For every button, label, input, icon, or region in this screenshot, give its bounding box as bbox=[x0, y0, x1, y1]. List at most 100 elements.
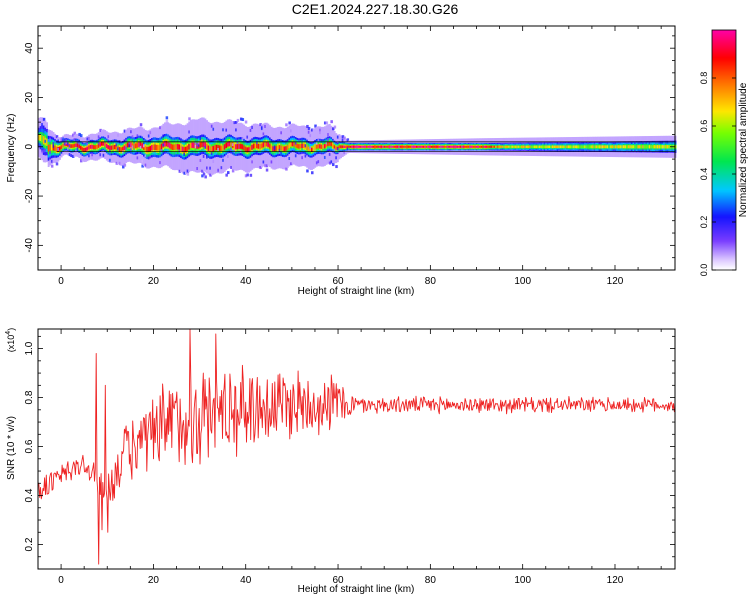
heatmap-band-cell bbox=[542, 145, 544, 149]
heatmap-speckle bbox=[41, 150, 44, 154]
heatmap-speckle bbox=[80, 134, 83, 138]
heatmap-band-cell bbox=[320, 144, 323, 149]
heatmap-speckle bbox=[141, 164, 144, 168]
heatmap-band-cell bbox=[598, 145, 601, 149]
heatmap-speckle bbox=[327, 138, 330, 142]
heatmap-band-cell bbox=[252, 143, 255, 149]
heatmap-speckle bbox=[236, 141, 240, 145]
heatmap-speckle bbox=[325, 121, 329, 125]
colorbar-step bbox=[712, 214, 736, 217]
heatmap-band-cell bbox=[370, 145, 373, 148]
heatmap-band-cell bbox=[80, 145, 82, 150]
colorbar-step bbox=[712, 30, 736, 33]
heatmap-speckle bbox=[246, 135, 249, 139]
heatmap-band-cell bbox=[524, 145, 527, 148]
heatmap-band-cell bbox=[351, 145, 354, 148]
heatmap-band-cell bbox=[391, 145, 394, 148]
heatmap-band-cell bbox=[168, 142, 171, 149]
heatmap-band-cell bbox=[361, 145, 364, 148]
heatmap-band-cell bbox=[378, 145, 381, 148]
heatmap-speckle bbox=[336, 147, 340, 151]
heatmap-band-cell bbox=[160, 143, 163, 150]
colorbar-step bbox=[712, 90, 736, 93]
snr-x-label: Height of straight line (km) bbox=[298, 584, 415, 595]
heatmap-band-cell bbox=[238, 143, 241, 149]
heatmap-band-cell bbox=[449, 145, 452, 148]
heatmap-speckle bbox=[73, 131, 77, 135]
colorbar-step bbox=[712, 248, 736, 251]
heatmap-band-cell bbox=[490, 145, 493, 148]
heatmap-speckle bbox=[197, 144, 201, 148]
heatmap-band-cell bbox=[504, 145, 507, 148]
heatmap-band-cell bbox=[159, 144, 162, 151]
heatmap-speckle bbox=[249, 173, 253, 177]
snr-y-multiplier: (x104) bbox=[5, 328, 16, 352]
heatmap-band-cell bbox=[264, 141, 267, 147]
heatmap-band-cell bbox=[401, 145, 404, 148]
heatmap-band-cell bbox=[272, 146, 275, 152]
heatmap-band-cell bbox=[288, 143, 291, 149]
colorbar-step bbox=[712, 98, 736, 101]
colorbar-step bbox=[712, 250, 736, 253]
heatmap-band-cell bbox=[167, 141, 170, 148]
heatmap-band-cell bbox=[165, 140, 168, 147]
heatmap-speckle bbox=[259, 123, 262, 127]
heatmap-speckle bbox=[201, 169, 204, 173]
heatmap-speckle bbox=[230, 165, 233, 169]
heatmap-speckle bbox=[143, 144, 146, 148]
heatmap-band-cell bbox=[71, 144, 74, 148]
heatmap-band-cell bbox=[105, 143, 108, 148]
heatmap-band-cell bbox=[193, 142, 196, 149]
heatmap-band-cell bbox=[593, 145, 596, 149]
heatmap-band-cell bbox=[477, 145, 480, 148]
heatmap-band-cell bbox=[503, 145, 506, 148]
heatmap-speckle bbox=[115, 161, 119, 165]
colorbar-step bbox=[712, 180, 736, 183]
colorbar-step bbox=[712, 72, 736, 75]
heatmap-band-cell bbox=[564, 145, 567, 149]
heatmap-speckle bbox=[343, 136, 346, 140]
heatmap-band-cell bbox=[647, 145, 649, 149]
colorbar-step bbox=[712, 264, 736, 267]
colorbar-step bbox=[712, 142, 736, 145]
heatmap-band-cell bbox=[592, 145, 595, 149]
heatmap-speckle bbox=[196, 142, 199, 146]
heatmap-band-cell bbox=[314, 145, 317, 150]
colorbar-step bbox=[712, 102, 736, 105]
colorbar-step bbox=[712, 212, 736, 215]
colorbar-step bbox=[712, 82, 736, 85]
heatmap-speckle bbox=[88, 136, 91, 140]
heatmap-band-cell bbox=[50, 144, 53, 151]
heatmap-speckle bbox=[49, 138, 52, 142]
heatmap-band-cell bbox=[538, 145, 541, 148]
heatmap-speckle bbox=[301, 137, 304, 141]
heatmap-band-cell bbox=[286, 145, 289, 150]
snr-y-tick-label: 0.6 bbox=[24, 439, 35, 453]
heatmap-speckle bbox=[188, 130, 191, 134]
heatmap-band-cell bbox=[516, 145, 519, 148]
heatmap-band-cell bbox=[416, 145, 418, 148]
heatmap-band-cell bbox=[369, 145, 372, 148]
colorbar-step bbox=[712, 234, 736, 237]
heatmap-band-cell bbox=[509, 145, 512, 148]
heatmap-speckle bbox=[73, 138, 77, 142]
heatmap-band-cell bbox=[595, 145, 598, 149]
heatmap-speckle bbox=[88, 154, 91, 158]
heatmap-band-cell bbox=[608, 145, 611, 149]
heatmap-band-cell bbox=[75, 143, 78, 148]
colorbar-step bbox=[712, 178, 736, 181]
heatmap-speckle bbox=[42, 149, 46, 153]
heatmap-band-cell bbox=[443, 145, 446, 148]
snr-plot-area bbox=[38, 329, 675, 569]
heatmap-band-cell bbox=[244, 146, 247, 152]
heatmap-band-cell bbox=[587, 145, 590, 149]
heatmap-band-cell bbox=[84, 147, 87, 152]
heatmap-band-cell bbox=[469, 145, 472, 148]
spectrogram-x-tick-label: 40 bbox=[240, 276, 252, 287]
heatmap-band-cell bbox=[550, 145, 553, 149]
heatmap-band-cell bbox=[325, 142, 328, 148]
heatmap-band-cell bbox=[172, 144, 175, 151]
heatmap-speckle bbox=[265, 164, 269, 168]
heatmap-band-cell bbox=[386, 145, 389, 148]
spectrogram-x-tick-label: 120 bbox=[607, 276, 624, 287]
